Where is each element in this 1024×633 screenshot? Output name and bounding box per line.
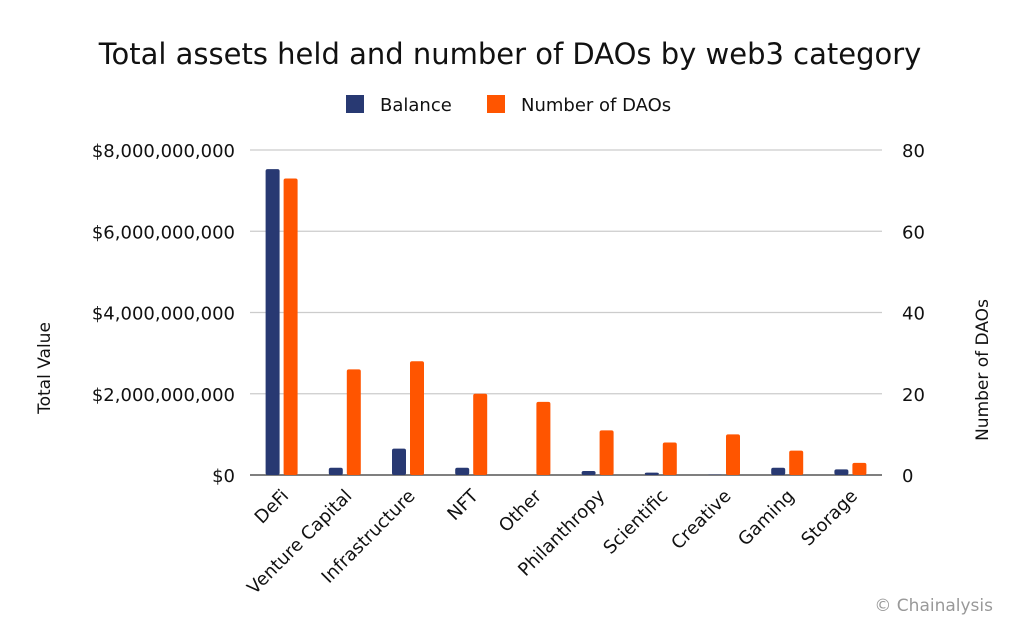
bar-daos [599,430,614,475]
chart-title: Total assets held and number of DAOs by … [98,37,922,71]
legend-swatch [487,95,505,113]
bar-daos [283,178,298,475]
bar-daos [789,450,804,475]
x-tick-label: NFT [443,485,483,525]
y2-tick-label: 60 [902,222,925,243]
y-axis-title: Total Value [35,322,55,415]
y2-tick-label: 20 [902,385,925,406]
bar-balance [392,448,406,475]
bar-balance [771,467,786,475]
legend-label: Number of DAOs [521,95,671,116]
legend: Balance Number of DAOs [346,95,671,116]
x-tick-label: Scientific [599,486,672,559]
legend-label: Balance [380,95,452,116]
legend-swatch [346,95,364,113]
x-tick-label: Storage [797,486,862,551]
y2-tick-label: 80 [902,141,925,162]
x-tick-label: DeFi [251,486,293,528]
y-tick-label: $0 [212,466,235,487]
y-tick-label: $2,000,000,000 [92,385,235,406]
bar-daos [410,361,424,475]
y-tick-label: $6,000,000,000 [92,222,235,243]
bar-daos [852,462,867,475]
y-tick-label: $4,000,000,000 [92,304,235,325]
bar-balance [834,469,849,475]
bar-balance [455,467,470,475]
bar-daos [536,401,551,475]
bar-balance [328,467,343,475]
y-tick-label: $8,000,000,000 [92,141,235,162]
y2-axis-title: Number of DAOs [973,299,993,441]
bar-daos [662,442,677,475]
bar-daos [473,393,488,475]
x-tick-label: Other [495,485,546,536]
bar-balance [265,169,280,475]
bar-daos [726,434,740,475]
bar-balance [581,470,596,475]
credit: © Chainalysis [874,596,993,616]
x-tick-label: Creative [667,486,735,554]
bar-daos [346,369,361,475]
y2-tick-label: 0 [902,466,913,487]
bar-balance [644,472,659,475]
y2-tick-label: 40 [902,304,925,325]
x-tick-label: Gaming [734,486,799,551]
